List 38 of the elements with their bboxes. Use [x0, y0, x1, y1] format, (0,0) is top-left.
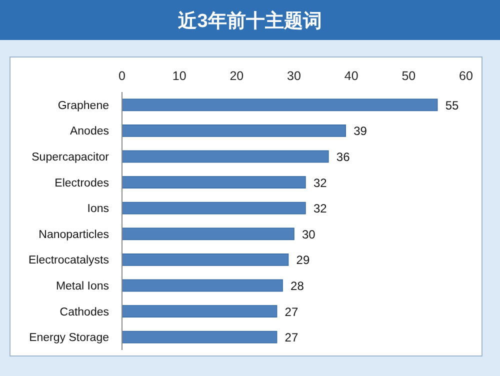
- x-tick-label: 10: [172, 69, 186, 83]
- bar: [122, 150, 329, 163]
- x-tick-label: 0: [118, 69, 126, 83]
- bar: [122, 124, 346, 137]
- y-tick-label: Cathodes: [60, 306, 110, 318]
- data-label: 29: [296, 253, 310, 268]
- bar: [122, 176, 306, 189]
- bar: [122, 305, 278, 318]
- y-tick-label: Electrocatalysts: [28, 254, 110, 267]
- y-tick-label: Nanoparticles: [38, 228, 110, 241]
- data-label: 28: [290, 279, 304, 293]
- y-tick-label: Electrodes: [54, 177, 110, 190]
- bar: [122, 279, 283, 292]
- x-tick-label: 60: [459, 69, 473, 83]
- bar: [122, 98, 438, 112]
- data-label: 32: [313, 176, 328, 190]
- data-label: 30: [302, 227, 316, 242]
- y-tick-label: Metal Ions: [56, 280, 110, 292]
- bar: [122, 330, 278, 344]
- y-tick-label: Graphene: [58, 100, 109, 112]
- y-tick-label: Supercapacitor: [32, 152, 110, 164]
- bar: [122, 228, 294, 240]
- data-label: 27: [284, 304, 298, 319]
- data-label: 39: [354, 124, 368, 138]
- x-tick-label: 50: [402, 69, 416, 83]
- y-tick-label: Energy Storage: [29, 332, 109, 344]
- y-tick-label: Anodes: [70, 126, 110, 138]
- bar: [122, 202, 306, 214]
- y-tick-label: Ions: [87, 203, 110, 216]
- chart-title: 近3年前十主题词: [177, 10, 322, 32]
- x-tick-label: 30: [287, 69, 301, 83]
- x-tick-label: 40: [344, 69, 358, 83]
- x-tick-label: 20: [230, 69, 244, 83]
- bar: [122, 253, 289, 266]
- data-label: 36: [336, 150, 350, 164]
- data-label: 27: [284, 330, 298, 345]
- data-label: 32: [313, 202, 328, 216]
- data-label: 55: [445, 98, 460, 112]
